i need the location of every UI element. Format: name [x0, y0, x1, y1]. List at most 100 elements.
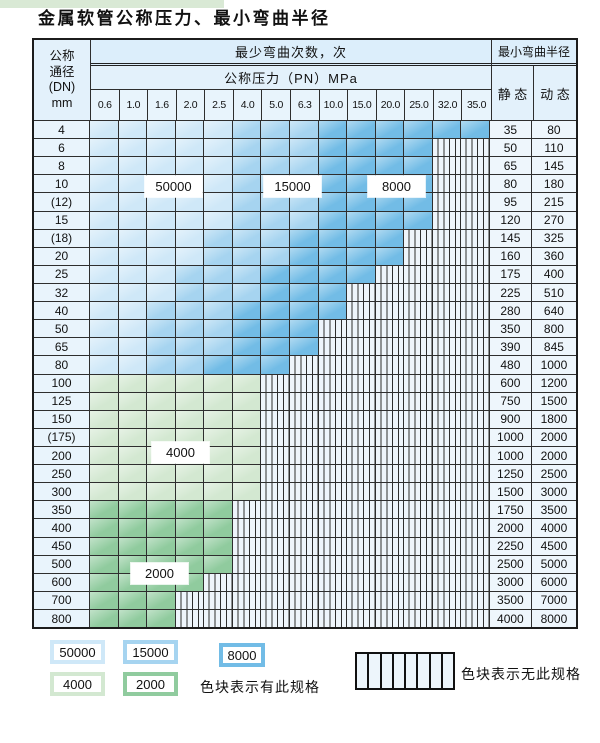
- no-spec-cell: [375, 302, 405, 320]
- static-radius-cell: 120: [489, 211, 532, 229]
- spec-cell-15000: [147, 356, 176, 374]
- dynamic-radius-cell: 3500: [531, 501, 576, 519]
- spec-cell-8000: [318, 175, 348, 193]
- spec-cell-50000: [118, 320, 148, 338]
- spec-cell-2000: [118, 519, 148, 537]
- no-spec-cell: [461, 555, 490, 573]
- no-spec-cell: [261, 519, 290, 537]
- static-radius-cell: 390: [489, 338, 532, 356]
- spec-cell-8000: [318, 302, 348, 320]
- no-spec-cell: [404, 265, 433, 283]
- no-spec-cell: [375, 428, 405, 446]
- no-spec-cell: [432, 501, 462, 519]
- spec-cell-4000: [232, 465, 262, 483]
- static-radius-cell: 3500: [489, 591, 532, 609]
- static-radius-cell: 1750: [489, 501, 532, 519]
- static-radius-cell: 750: [489, 392, 532, 410]
- dynamic-radius-cell: 1500: [531, 392, 576, 410]
- spec-cell-4000: [147, 374, 176, 392]
- spec-cell-50000: [90, 338, 119, 356]
- no-spec-cell: [461, 591, 490, 609]
- no-spec-cell: [461, 446, 490, 465]
- spec-cell-15000: [147, 338, 176, 356]
- spec-cell-8000: [404, 211, 433, 229]
- spec-cell-15000: [204, 265, 233, 283]
- spec-cell-4000: [232, 410, 262, 428]
- dynamic-radius-cell: 80: [531, 121, 576, 139]
- header-static-dynamic: 静 态 动 态: [492, 66, 576, 120]
- table-body: 4 35 80 6 50 110 8 65 145 10 80 180 (12) 95 215 15 120 27…: [34, 120, 576, 628]
- spec-cell-50000: [147, 283, 176, 302]
- spec-cell-4000: [147, 465, 176, 483]
- spec-cell-8000: [375, 121, 405, 139]
- no-spec-cell: [461, 501, 490, 519]
- legend-has-spec-text: 色块表示有此规格: [200, 679, 320, 695]
- table-row: 25 175 400: [34, 265, 576, 284]
- spec-cell-4000: [232, 428, 262, 446]
- no-spec-cell: [432, 302, 462, 320]
- no-spec-cell: [232, 591, 262, 609]
- dn-cell: 150: [34, 410, 90, 428]
- pressure-header-cell: 5.0: [262, 90, 291, 120]
- no-spec-cell: [432, 428, 462, 446]
- table-row: 65 390 845: [34, 338, 576, 357]
- dn-cell: 125: [34, 392, 90, 410]
- spec-cell-50000: [90, 193, 119, 211]
- spec-cell-50000: [147, 121, 176, 139]
- spec-cell-8000: [318, 211, 348, 229]
- spec-cell-50000: [118, 121, 148, 139]
- table-row: 400 2000 4000: [34, 519, 576, 538]
- label-2000: 2000: [131, 563, 188, 584]
- header-bend-cycles: 最少弯曲次数，次: [91, 40, 491, 66]
- no-spec-cell: [357, 654, 370, 688]
- dynamic-radius-cell: 215: [531, 193, 576, 211]
- dynamic-radius-cell: 325: [531, 229, 576, 247]
- spec-cell-15000: [175, 265, 205, 283]
- no-spec-cell: [404, 410, 433, 428]
- spec-cell-50000: [147, 211, 176, 229]
- spec-cell-50000: [147, 193, 176, 211]
- pressure-header-cell: 2.5: [205, 90, 234, 120]
- spec-cell-2000: [90, 501, 119, 519]
- spec-cell-15000: [289, 193, 319, 211]
- static-radius-cell: 1250: [489, 465, 532, 483]
- static-radius-cell: 900: [489, 410, 532, 428]
- dn-cell: 6: [34, 139, 90, 157]
- spec-cell-2000: [175, 501, 205, 519]
- table-row: 250 1250 2500: [34, 465, 576, 484]
- no-spec-cell: [289, 501, 319, 519]
- spec-cell-8000: [347, 157, 376, 175]
- spec-cell-4000: [175, 465, 205, 483]
- dn-cell: 450: [34, 537, 90, 555]
- spec-cell-50000: [118, 229, 148, 247]
- spec-cell-15000: [232, 229, 262, 247]
- no-spec-cell: [347, 591, 376, 609]
- spec-cell-2000: [204, 519, 233, 537]
- no-spec-cell: [347, 519, 376, 537]
- no-spec-cell: [461, 247, 490, 265]
- dn-cell: 40: [34, 302, 90, 320]
- static-radius-cell: 95: [489, 193, 532, 211]
- no-spec-cell: [461, 302, 490, 320]
- no-spec-cell: [347, 392, 376, 410]
- static-radius-cell: 1500: [489, 483, 532, 501]
- no-spec-cell: [261, 465, 290, 483]
- table-row: 40 280 640: [34, 302, 576, 321]
- spec-cell-4000: [147, 410, 176, 428]
- table-row: (12) 95 215: [34, 193, 576, 212]
- no-spec-cell: [461, 265, 490, 283]
- no-spec-cell: [318, 501, 348, 519]
- no-spec-cell: [232, 501, 262, 519]
- table-row: 8 65 145: [34, 157, 576, 176]
- pressure-header-cell: 20.0: [377, 90, 406, 120]
- no-spec-cell: [461, 573, 490, 591]
- spec-cell-50000: [204, 121, 233, 139]
- no-spec-cell: [261, 483, 290, 501]
- dn-cell: (18): [34, 229, 90, 247]
- no-spec-cell: [175, 609, 205, 628]
- no-spec-cell: [404, 501, 433, 519]
- legend-swatch-label: 8000: [223, 647, 261, 663]
- no-spec-cell: [432, 211, 462, 229]
- spec-cell-8000: [289, 283, 319, 302]
- spec-cell-8000: [375, 139, 405, 157]
